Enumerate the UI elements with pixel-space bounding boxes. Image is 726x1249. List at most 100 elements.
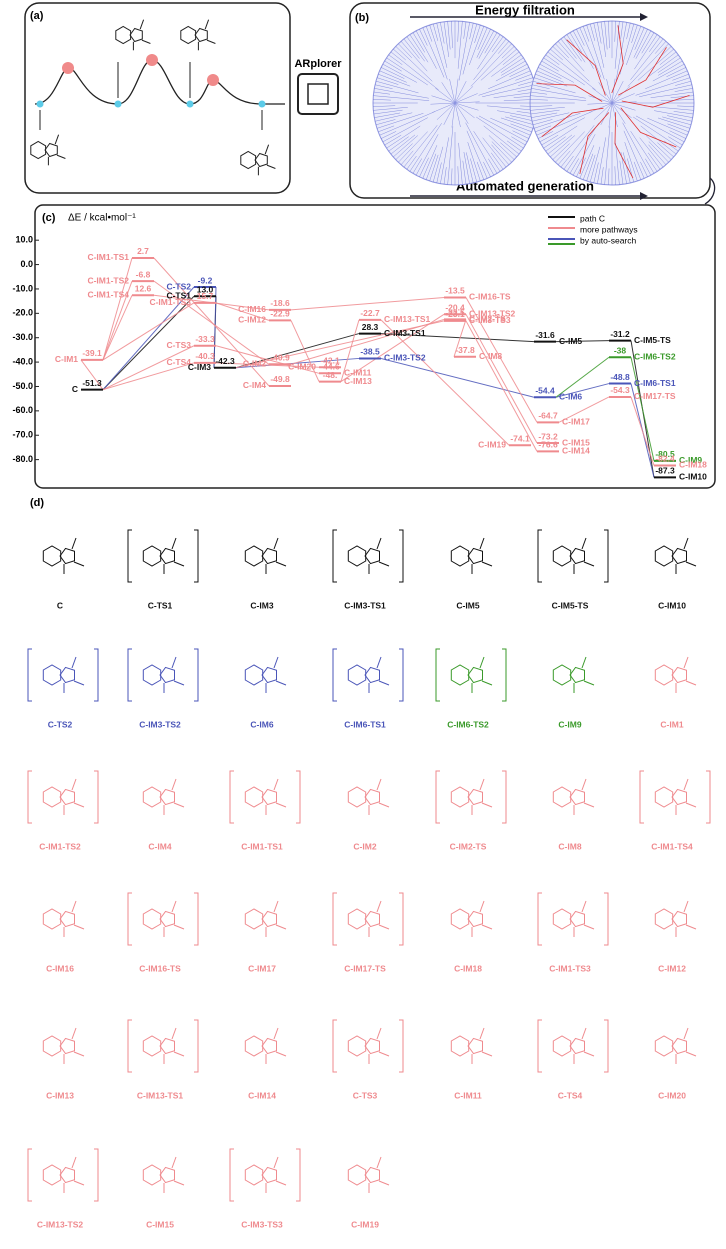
ring xyxy=(261,1037,277,1055)
compound-label: C-IM4 xyxy=(148,841,171,851)
y-tick-label: 0.0 xyxy=(20,259,33,269)
ring xyxy=(159,547,175,565)
ring xyxy=(364,547,380,565)
structure-sketch xyxy=(229,770,301,824)
ring xyxy=(347,908,367,930)
bond xyxy=(378,924,390,930)
connector xyxy=(80,359,104,390)
connector xyxy=(213,286,217,368)
panel-label: (a) xyxy=(30,10,44,22)
network-edge xyxy=(480,48,517,81)
structure-sketch xyxy=(537,892,609,946)
network-edge xyxy=(395,143,413,160)
compound-label: C-TS2 xyxy=(48,719,73,729)
network-edge xyxy=(660,99,694,102)
connector xyxy=(235,320,445,369)
connector xyxy=(555,356,610,398)
network-edge xyxy=(586,24,605,80)
ring xyxy=(654,908,674,930)
bond xyxy=(481,1051,493,1057)
bond xyxy=(275,802,287,808)
ts-bracket xyxy=(127,529,132,583)
ring xyxy=(364,666,380,684)
bond xyxy=(204,19,210,30)
network-edge xyxy=(627,43,669,87)
network-edge xyxy=(473,131,501,172)
compound-label: C-IM17 xyxy=(248,963,276,973)
ts-bracket xyxy=(27,1148,32,1202)
network-edge xyxy=(669,130,686,139)
compound-label: C-IM2 xyxy=(353,841,376,851)
bond xyxy=(378,680,390,686)
bond xyxy=(376,1027,382,1040)
value-label: 15.7 xyxy=(197,291,214,301)
panel-b-frame xyxy=(349,2,711,199)
compound-label: C-IM16-TS xyxy=(139,963,181,973)
network-edge xyxy=(375,84,393,89)
value-label: -73.2 xyxy=(538,431,558,441)
bond xyxy=(583,924,595,930)
ring xyxy=(42,786,62,808)
bond xyxy=(171,778,177,791)
bond xyxy=(73,561,85,567)
bond xyxy=(264,144,270,155)
network-edge xyxy=(648,54,679,77)
value-label: -49.8 xyxy=(270,374,290,384)
ring xyxy=(244,664,264,686)
compound-label: C-IM17-TS xyxy=(344,963,386,973)
network-edge xyxy=(381,67,405,79)
network-edge xyxy=(675,80,692,86)
bond xyxy=(275,1180,287,1186)
network-edge xyxy=(443,21,450,58)
network-edge xyxy=(465,122,495,176)
connector xyxy=(704,177,716,205)
y-tick-label: 10.0 xyxy=(15,235,33,245)
network-edge xyxy=(538,67,562,79)
bond xyxy=(481,924,493,930)
network-edge xyxy=(415,30,437,69)
bond xyxy=(685,802,697,808)
structure-sketch xyxy=(552,656,595,693)
bond xyxy=(273,656,279,669)
ring xyxy=(347,786,367,808)
level-label: C-IM3-TS3 xyxy=(469,315,511,325)
ts-bracket xyxy=(194,892,199,946)
level-label: C-IM1-TS1 xyxy=(87,252,129,262)
structure-sketch xyxy=(244,656,287,693)
ts-bracket xyxy=(194,648,199,702)
network-edge xyxy=(633,116,681,149)
structure-sketch xyxy=(537,1019,609,1073)
connector xyxy=(215,362,320,368)
network-edge xyxy=(482,84,535,98)
network-edge xyxy=(493,91,537,99)
ring xyxy=(244,545,264,567)
filtered-path xyxy=(566,39,606,96)
network-edge xyxy=(582,153,594,180)
ts-bracket xyxy=(332,1019,337,1073)
network-edge xyxy=(630,131,658,172)
bond xyxy=(73,1180,85,1186)
ring xyxy=(59,666,75,684)
ts-bracket xyxy=(94,648,99,702)
structure-sketch xyxy=(537,529,609,583)
value-label: -31.2 xyxy=(610,329,630,339)
network-edge xyxy=(425,26,433,42)
network-edge xyxy=(648,36,661,53)
bond xyxy=(481,680,493,686)
network-edge xyxy=(633,161,642,180)
compound-label: C-IM6-TS2 xyxy=(447,719,489,729)
ts-bracket xyxy=(502,770,507,824)
filtered-path xyxy=(579,112,610,175)
network-edge xyxy=(673,111,694,115)
value-label: -23.1 xyxy=(445,309,465,319)
network-edge xyxy=(422,145,438,179)
ring xyxy=(42,1035,62,1057)
network-edge xyxy=(488,158,498,174)
network-edge xyxy=(473,38,507,81)
network-edge xyxy=(555,43,570,59)
ring xyxy=(364,1037,380,1055)
network-edge xyxy=(491,54,522,77)
level-label: C-IM6 xyxy=(559,391,582,401)
network-edge xyxy=(645,70,688,90)
compound-label: C-IM5-TS xyxy=(552,600,589,610)
